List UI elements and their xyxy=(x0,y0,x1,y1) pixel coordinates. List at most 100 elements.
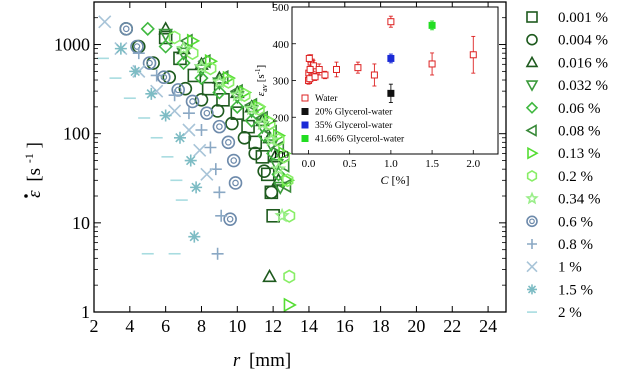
y-axis-symbol: ε xyxy=(24,190,45,198)
legend-item: 0.2 % xyxy=(526,169,593,185)
inset-legend-item: 35% Glycerol-water xyxy=(301,121,393,131)
legend-marker xyxy=(525,101,539,114)
data-point-inner xyxy=(225,139,232,146)
inset-plot: 0.0 0.5 1.0 1.5 2.0 100 200 300 400 500 C [%] εav [s-… xyxy=(254,2,499,187)
data-point xyxy=(212,85,227,100)
inset-y-tick-label: 300 xyxy=(273,76,290,88)
data-point xyxy=(178,81,193,96)
data-point xyxy=(277,149,290,164)
data-point xyxy=(140,21,155,36)
data-point xyxy=(229,87,245,102)
legend-marker xyxy=(526,33,538,46)
x-tick-label: 6 xyxy=(161,316,170,336)
inset-series-1 xyxy=(387,83,395,104)
legend: 0.001 % 0.004 % 0.016 % 0.032 % 0.06 % 0.08 %… xyxy=(525,10,608,321)
inset-x-axis-label: C [%] xyxy=(380,173,409,187)
x-axis-label: r [mm] xyxy=(233,350,291,371)
data-point xyxy=(114,42,127,55)
inset-x-tick-label: 0.0 xyxy=(302,158,316,170)
series-9 xyxy=(119,22,243,226)
x-tick-label: 16 xyxy=(336,316,354,336)
data-point xyxy=(212,119,227,134)
legend-label: 0.016 % xyxy=(558,55,608,71)
inset-legend-label: 41.66% Glycerol-water xyxy=(315,135,405,145)
data-point xyxy=(193,143,207,157)
legend-label: 0.8 % xyxy=(558,237,593,253)
inset-y-tick-label: 200 xyxy=(273,112,290,124)
data-point xyxy=(278,178,292,194)
inset-legend-item: Water xyxy=(301,94,338,104)
legend-marker xyxy=(525,80,539,92)
data-point xyxy=(255,150,270,164)
series-10 xyxy=(132,47,228,260)
inset-data-point xyxy=(354,64,362,72)
legend-marker xyxy=(526,261,538,273)
inset-data-point xyxy=(332,65,340,73)
x-tick-label: 4 xyxy=(125,316,134,336)
legend-item: 0.016 % xyxy=(525,55,608,71)
data-point xyxy=(215,209,228,222)
data-point xyxy=(142,56,157,70)
data-point-inner xyxy=(216,123,223,130)
inset-data-point xyxy=(370,71,378,79)
data-point xyxy=(179,33,193,49)
data-point xyxy=(190,181,203,194)
data-point xyxy=(270,161,287,176)
svg-text:εav[s-1]: εav [s-1] xyxy=(254,65,269,96)
data-point xyxy=(173,131,186,144)
inset-legend-item: 41.66% Glycerol-water xyxy=(301,135,405,145)
data-point-inner xyxy=(174,86,182,94)
legend-item: 2 % xyxy=(527,305,582,321)
inset-legend-marker xyxy=(301,94,309,102)
data-point-inner xyxy=(122,25,130,33)
data-point xyxy=(175,40,192,56)
legend-marker xyxy=(527,239,537,249)
legend-label: 0.001 % xyxy=(558,10,608,26)
data-point xyxy=(211,247,224,260)
data-point xyxy=(230,106,245,120)
inset-legend-marker xyxy=(301,135,309,142)
data-point xyxy=(228,176,243,190)
series-12 xyxy=(114,42,203,243)
inset-y-axis-symbol: ε xyxy=(255,91,267,96)
inset-x-axis-unit: [%] xyxy=(392,173,410,187)
y-axis-label: ε [s -1 ] xyxy=(22,142,45,198)
data-point xyxy=(230,99,245,114)
legend-item: 0.032 % xyxy=(525,78,608,94)
legend-item: 0.8 % xyxy=(527,237,593,253)
legend-label: 0.032 % xyxy=(558,78,608,94)
data-point xyxy=(188,230,201,243)
legend-item: 0.34 % xyxy=(525,191,601,208)
data-point xyxy=(225,116,239,131)
inset-data-point xyxy=(428,60,436,68)
inset-data-point xyxy=(311,73,319,81)
data-point xyxy=(283,269,296,284)
inset-legend-marker xyxy=(301,108,309,115)
data-point xyxy=(204,53,219,69)
data-point-inner xyxy=(189,98,196,105)
data-point xyxy=(145,87,158,100)
data-point xyxy=(262,268,277,283)
data-point xyxy=(283,297,297,313)
data-point xyxy=(168,30,181,45)
inset-series-0 xyxy=(305,15,477,87)
y-axis-dot xyxy=(24,194,28,198)
inset-series-2 xyxy=(387,53,395,64)
inset-y-tick-label: 100 xyxy=(273,149,290,161)
legend-label: 0.2 % xyxy=(558,169,593,185)
legend-label: 0.34 % xyxy=(558,192,601,208)
data-point xyxy=(226,153,241,168)
data-point xyxy=(194,92,209,107)
legend-marker xyxy=(525,124,537,137)
x-tick-label: 20 xyxy=(407,316,425,336)
inset-y-axis-close: ] xyxy=(255,65,267,69)
x-tick-label: 24 xyxy=(479,316,497,336)
inset-y-axis-unit: [s xyxy=(255,74,267,82)
data-point xyxy=(260,167,275,182)
legend-marker xyxy=(526,11,538,23)
x-tick-label: 8 xyxy=(197,316,206,336)
data-point xyxy=(182,107,195,120)
data-point xyxy=(185,94,200,109)
data-point xyxy=(98,15,112,29)
inset-data-point xyxy=(306,65,314,73)
